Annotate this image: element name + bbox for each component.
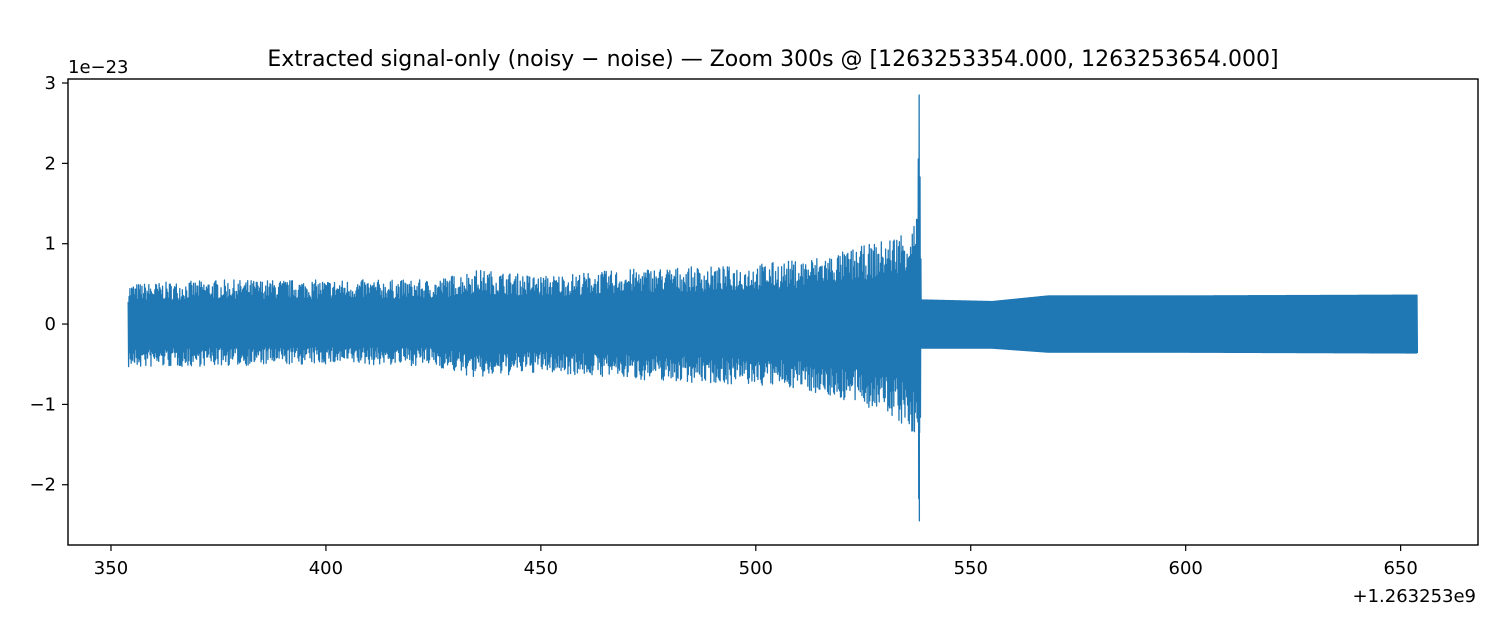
y-tick-label: −2 (29, 475, 56, 496)
x-offset-label: +1.263253e9 (1353, 586, 1477, 607)
x-tick-label: 600 (1169, 558, 1203, 579)
x-tick-label: 550 (954, 558, 988, 579)
y-tick-label: 3 (45, 73, 56, 94)
y-tick-label: 0 (45, 314, 56, 335)
y-tick-label: 2 (45, 153, 56, 174)
chart-title: Extracted signal-only (noisy − noise) — … (267, 47, 1278, 72)
plot-frame (67, 78, 1479, 546)
x-tick-label: 450 (524, 558, 558, 579)
axes: 350 400 450 500 550 600 650 −2 −1 0 1 2 3 (29, 73, 1417, 579)
y-tick-label: −1 (29, 394, 56, 415)
x-tick-label: 650 (1383, 558, 1417, 579)
x-tick-label: 500 (739, 558, 773, 579)
y-scale-label: 1e−23 (68, 57, 129, 78)
signal-series-line (127, 94, 1419, 522)
plot-area (127, 94, 1419, 522)
y-tick-label: 1 (45, 234, 56, 255)
x-tick-label: 400 (309, 558, 343, 579)
x-tick-label: 350 (94, 558, 128, 579)
